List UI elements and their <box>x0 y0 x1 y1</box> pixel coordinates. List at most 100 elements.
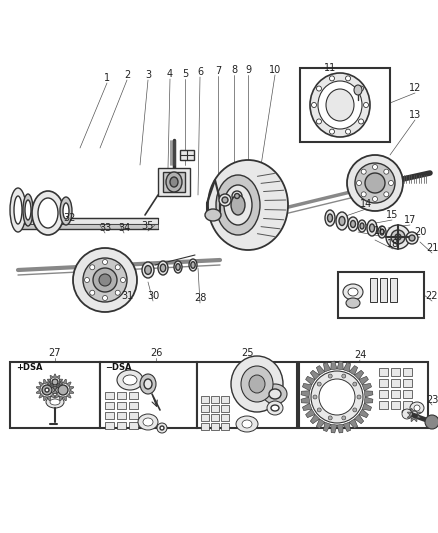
Ellipse shape <box>345 76 350 81</box>
Ellipse shape <box>350 221 355 228</box>
Bar <box>105 422 114 429</box>
Polygon shape <box>336 361 343 370</box>
Ellipse shape <box>102 295 107 301</box>
Bar <box>389 278 396 302</box>
Bar <box>201 423 208 430</box>
Polygon shape <box>336 424 343 433</box>
Ellipse shape <box>345 129 350 134</box>
Polygon shape <box>316 419 324 429</box>
Polygon shape <box>55 382 60 386</box>
Ellipse shape <box>312 395 316 399</box>
Bar <box>337 272 423 318</box>
Ellipse shape <box>413 405 419 411</box>
Bar <box>211 414 219 421</box>
Ellipse shape <box>335 212 347 230</box>
Bar <box>211 423 219 430</box>
Polygon shape <box>358 409 367 418</box>
Polygon shape <box>52 386 57 390</box>
Polygon shape <box>410 408 413 412</box>
Ellipse shape <box>189 259 197 271</box>
Polygon shape <box>310 415 319 424</box>
Text: 7: 7 <box>214 66 221 76</box>
Ellipse shape <box>324 210 334 226</box>
Polygon shape <box>348 419 357 429</box>
Polygon shape <box>66 382 71 386</box>
Ellipse shape <box>364 173 384 193</box>
Polygon shape <box>50 382 55 386</box>
Polygon shape <box>69 386 74 390</box>
Ellipse shape <box>45 388 49 392</box>
Ellipse shape <box>342 284 362 300</box>
Bar <box>100 362 197 428</box>
Ellipse shape <box>262 384 286 404</box>
Polygon shape <box>47 379 51 382</box>
Polygon shape <box>53 387 57 390</box>
Text: 3: 3 <box>145 70 151 80</box>
Bar <box>378 390 387 398</box>
Ellipse shape <box>372 197 377 201</box>
Ellipse shape <box>377 226 385 238</box>
Ellipse shape <box>73 248 137 312</box>
Ellipse shape <box>356 395 360 399</box>
Bar <box>10 362 100 428</box>
Bar <box>378 379 387 387</box>
Polygon shape <box>358 376 367 385</box>
Polygon shape <box>57 385 60 389</box>
Bar <box>117 402 126 409</box>
Polygon shape <box>353 415 363 424</box>
Text: 33: 33 <box>99 223 111 233</box>
Ellipse shape <box>10 188 26 232</box>
Bar <box>298 362 427 428</box>
Polygon shape <box>60 396 63 401</box>
Text: 5: 5 <box>181 69 188 79</box>
Ellipse shape <box>215 175 259 235</box>
Ellipse shape <box>390 230 404 244</box>
Polygon shape <box>43 396 47 401</box>
Polygon shape <box>47 396 50 401</box>
Polygon shape <box>50 375 53 379</box>
Polygon shape <box>69 390 74 393</box>
Ellipse shape <box>115 290 120 295</box>
Bar <box>129 392 138 399</box>
Text: 2: 2 <box>124 70 130 80</box>
Ellipse shape <box>394 234 400 240</box>
Polygon shape <box>50 393 55 398</box>
Text: 14: 14 <box>359 199 371 209</box>
Ellipse shape <box>123 375 137 385</box>
Ellipse shape <box>223 185 251 225</box>
Ellipse shape <box>140 374 155 394</box>
Ellipse shape <box>145 265 151 274</box>
Ellipse shape <box>356 181 360 185</box>
Bar <box>18 224 158 229</box>
Bar <box>390 379 399 387</box>
Ellipse shape <box>175 264 180 270</box>
Polygon shape <box>323 362 330 372</box>
Bar <box>378 368 387 376</box>
Text: 26: 26 <box>149 348 162 358</box>
Bar <box>211 405 219 412</box>
Text: 23: 23 <box>425 395 437 405</box>
Text: 20: 20 <box>413 227 425 237</box>
Ellipse shape <box>424 415 438 429</box>
Ellipse shape <box>166 172 182 192</box>
Ellipse shape <box>328 416 332 420</box>
Text: 35: 35 <box>141 221 154 231</box>
Ellipse shape <box>84 278 89 282</box>
Bar <box>402 401 411 409</box>
Polygon shape <box>59 382 63 385</box>
Polygon shape <box>43 379 47 384</box>
Ellipse shape <box>405 232 417 244</box>
Bar <box>402 368 411 376</box>
Ellipse shape <box>369 224 374 232</box>
Ellipse shape <box>144 379 152 389</box>
Text: 8: 8 <box>230 65 237 75</box>
Bar <box>201 405 208 412</box>
Text: −DSA: −DSA <box>105 363 131 372</box>
Ellipse shape <box>52 379 58 385</box>
Ellipse shape <box>60 197 72 225</box>
Polygon shape <box>410 418 413 422</box>
Polygon shape <box>343 422 350 432</box>
Text: 24: 24 <box>353 350 365 360</box>
Text: 10: 10 <box>268 65 280 75</box>
Ellipse shape <box>234 193 239 198</box>
